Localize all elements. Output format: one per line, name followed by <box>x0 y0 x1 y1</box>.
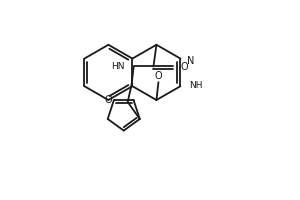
Text: HN: HN <box>111 62 125 71</box>
Text: O: O <box>154 71 162 81</box>
Text: O: O <box>104 95 112 105</box>
Text: O: O <box>180 62 188 72</box>
Text: NH: NH <box>189 81 203 90</box>
Text: N: N <box>188 56 195 66</box>
